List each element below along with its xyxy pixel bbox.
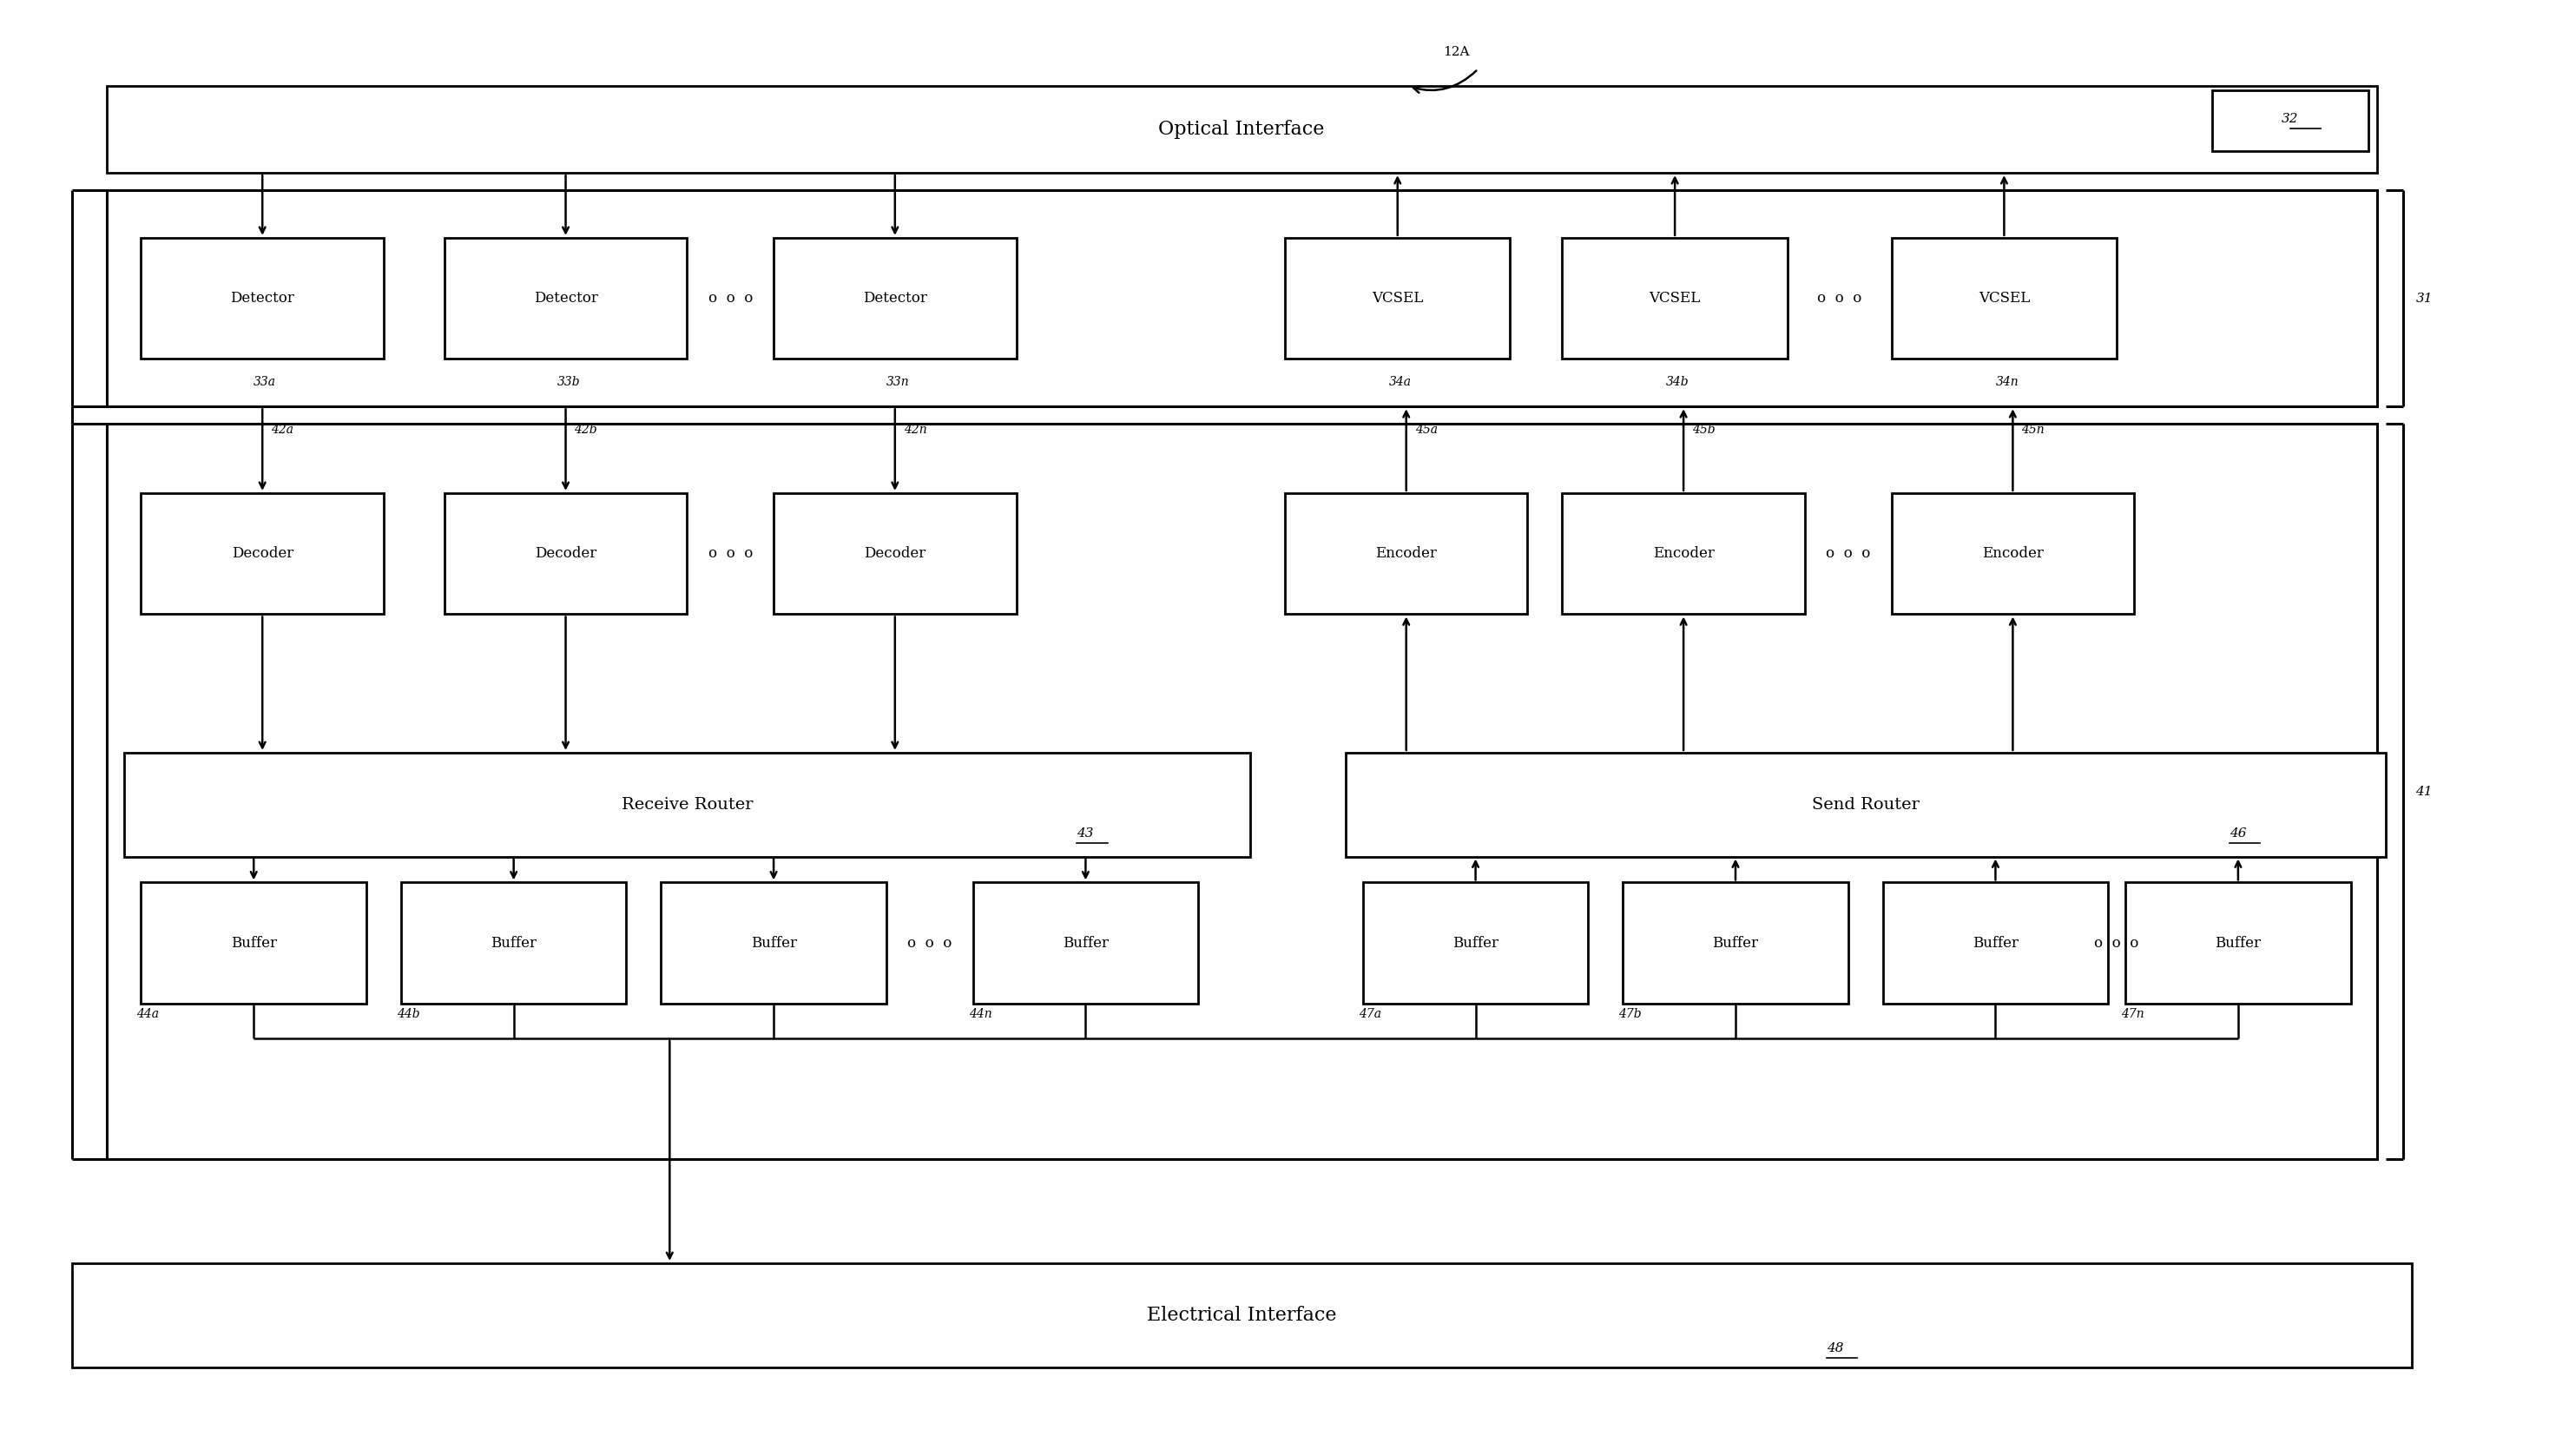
Bar [775, 237, 1017, 360]
Text: Buffer: Buffer [1973, 936, 2019, 951]
Text: Encoder: Encoder [1983, 546, 2044, 561]
Bar [140, 494, 385, 614]
Text: Receive Router: Receive Router [622, 796, 752, 812]
Bar [71, 1264, 2411, 1367]
Text: 46: 46 [2230, 827, 2246, 839]
Text: 48: 48 [1828, 1342, 1843, 1354]
Bar [444, 494, 688, 614]
Bar [140, 882, 367, 1003]
Text: 33a: 33a [255, 376, 275, 389]
Text: Decoder: Decoder [535, 546, 596, 561]
Text: Send Router: Send Router [1812, 796, 1919, 812]
Text: 34n: 34n [1996, 376, 2019, 389]
Bar [2213, 90, 2368, 151]
Text: 42n: 42n [902, 424, 928, 435]
Text: Detector: Detector [864, 291, 928, 306]
Text: o  o  o: o o o [907, 936, 951, 951]
Bar [1563, 494, 1805, 614]
Bar [444, 237, 688, 360]
Bar [125, 753, 1249, 856]
Bar [1285, 237, 1509, 360]
Bar [1563, 237, 1787, 360]
Text: 31: 31 [2416, 293, 2432, 304]
Bar [775, 494, 1017, 614]
Bar [107, 424, 2376, 1159]
Text: 34a: 34a [1389, 376, 1412, 389]
Text: Buffer: Buffer [1713, 936, 1759, 951]
Text: o  o  o: o o o [1817, 291, 1861, 306]
Bar [1891, 494, 2134, 614]
Bar [1364, 882, 1588, 1003]
Text: Detector: Detector [229, 291, 296, 306]
Text: VCSEL: VCSEL [1978, 291, 2029, 306]
Text: 47a: 47a [1359, 1008, 1382, 1021]
Text: 42b: 42b [574, 424, 596, 435]
Text: Encoder: Encoder [1652, 546, 1715, 561]
Text: Decoder: Decoder [864, 546, 925, 561]
Text: 42a: 42a [270, 424, 293, 435]
Text: 45a: 45a [1415, 424, 1438, 435]
Text: 12A: 12A [1443, 45, 1471, 58]
Text: Encoder: Encoder [1376, 546, 1438, 561]
Text: Buffer: Buffer [232, 936, 278, 951]
Text: o  o  o: o o o [1825, 546, 1871, 561]
Bar [1884, 882, 2108, 1003]
Text: 33b: 33b [558, 376, 581, 389]
Bar [1285, 494, 1527, 614]
Text: 45n: 45n [2021, 424, 2044, 435]
Bar [1624, 882, 1848, 1003]
Text: Buffer: Buffer [489, 936, 538, 951]
Text: Buffer: Buffer [1063, 936, 1109, 951]
Bar [1346, 753, 2386, 856]
Text: Detector: Detector [533, 291, 596, 306]
Bar [107, 86, 2376, 173]
Text: 47n: 47n [2121, 1008, 2144, 1021]
Text: 34b: 34b [1667, 376, 1690, 389]
Text: VCSEL: VCSEL [1649, 291, 1700, 306]
Text: o  o  o: o o o [709, 291, 752, 306]
Text: Buffer: Buffer [1453, 936, 1499, 951]
Bar [400, 882, 627, 1003]
Text: 44a: 44a [138, 1008, 158, 1021]
Text: Buffer: Buffer [2215, 936, 2261, 951]
Bar [2126, 882, 2350, 1003]
Text: 33n: 33n [887, 376, 910, 389]
Text: 44b: 44b [398, 1008, 421, 1021]
Text: 44n: 44n [969, 1008, 992, 1021]
Text: 43: 43 [1076, 827, 1094, 839]
Bar [660, 882, 887, 1003]
Bar [107, 191, 2376, 406]
Text: 32: 32 [2281, 114, 2299, 125]
Bar [1891, 237, 2116, 360]
Text: Electrical Interface: Electrical Interface [1147, 1306, 1336, 1325]
Text: Decoder: Decoder [232, 546, 293, 561]
Text: o  o  o: o o o [709, 546, 752, 561]
Text: 41: 41 [2416, 786, 2432, 798]
Bar [974, 882, 1198, 1003]
Text: 45b: 45b [1693, 424, 1715, 435]
Bar [140, 237, 385, 360]
Text: VCSEL: VCSEL [1371, 291, 1422, 306]
Text: Optical Interface: Optical Interface [1157, 119, 1325, 140]
Text: o  o  o: o o o [2095, 936, 2139, 951]
Text: 47b: 47b [1619, 1008, 1642, 1021]
Text: Buffer: Buffer [749, 936, 798, 951]
